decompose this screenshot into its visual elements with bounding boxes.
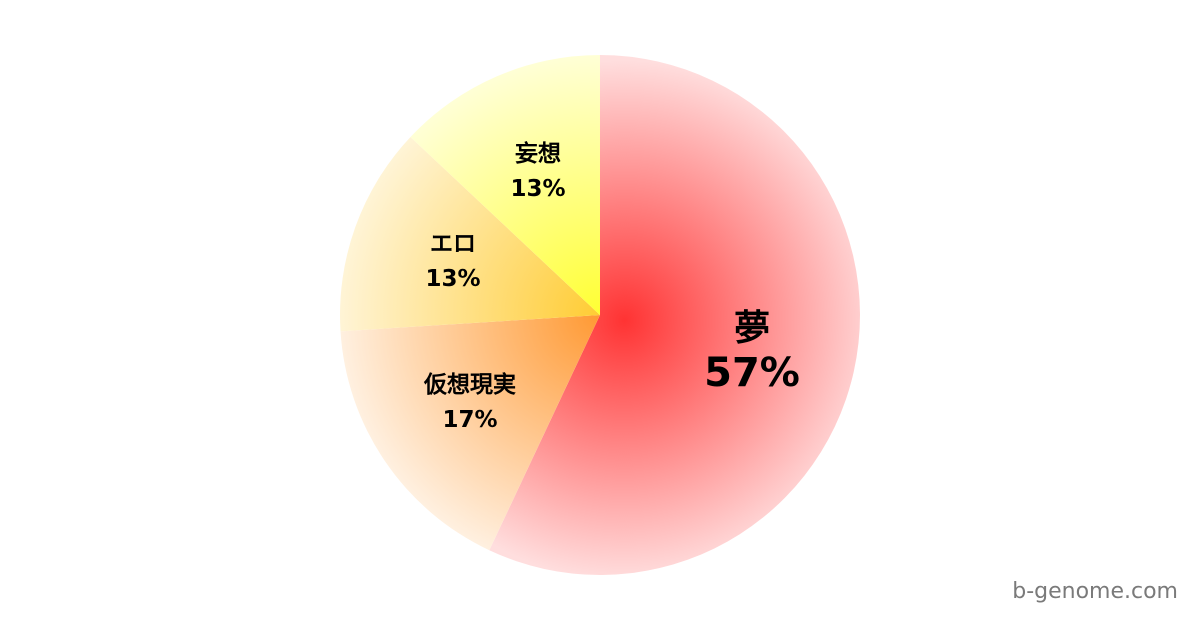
slice-percent: 13% xyxy=(510,176,565,202)
slice-label: 仮想現実 xyxy=(423,371,516,398)
watermark: b-genome.com xyxy=(1012,579,1178,604)
pie-slice-2 xyxy=(340,315,600,551)
slice-label: エロ xyxy=(430,231,476,257)
slice-percent: 57% xyxy=(704,350,800,396)
slice-label: 夢 xyxy=(734,308,770,349)
slice-percent: 13% xyxy=(425,266,480,292)
slice-percent: 17% xyxy=(442,407,497,433)
pie-slice-3 xyxy=(340,137,600,332)
pie-slice-1 xyxy=(489,55,860,575)
slice-label: 妄想 xyxy=(515,140,561,167)
pie-slice-4 xyxy=(410,55,600,315)
